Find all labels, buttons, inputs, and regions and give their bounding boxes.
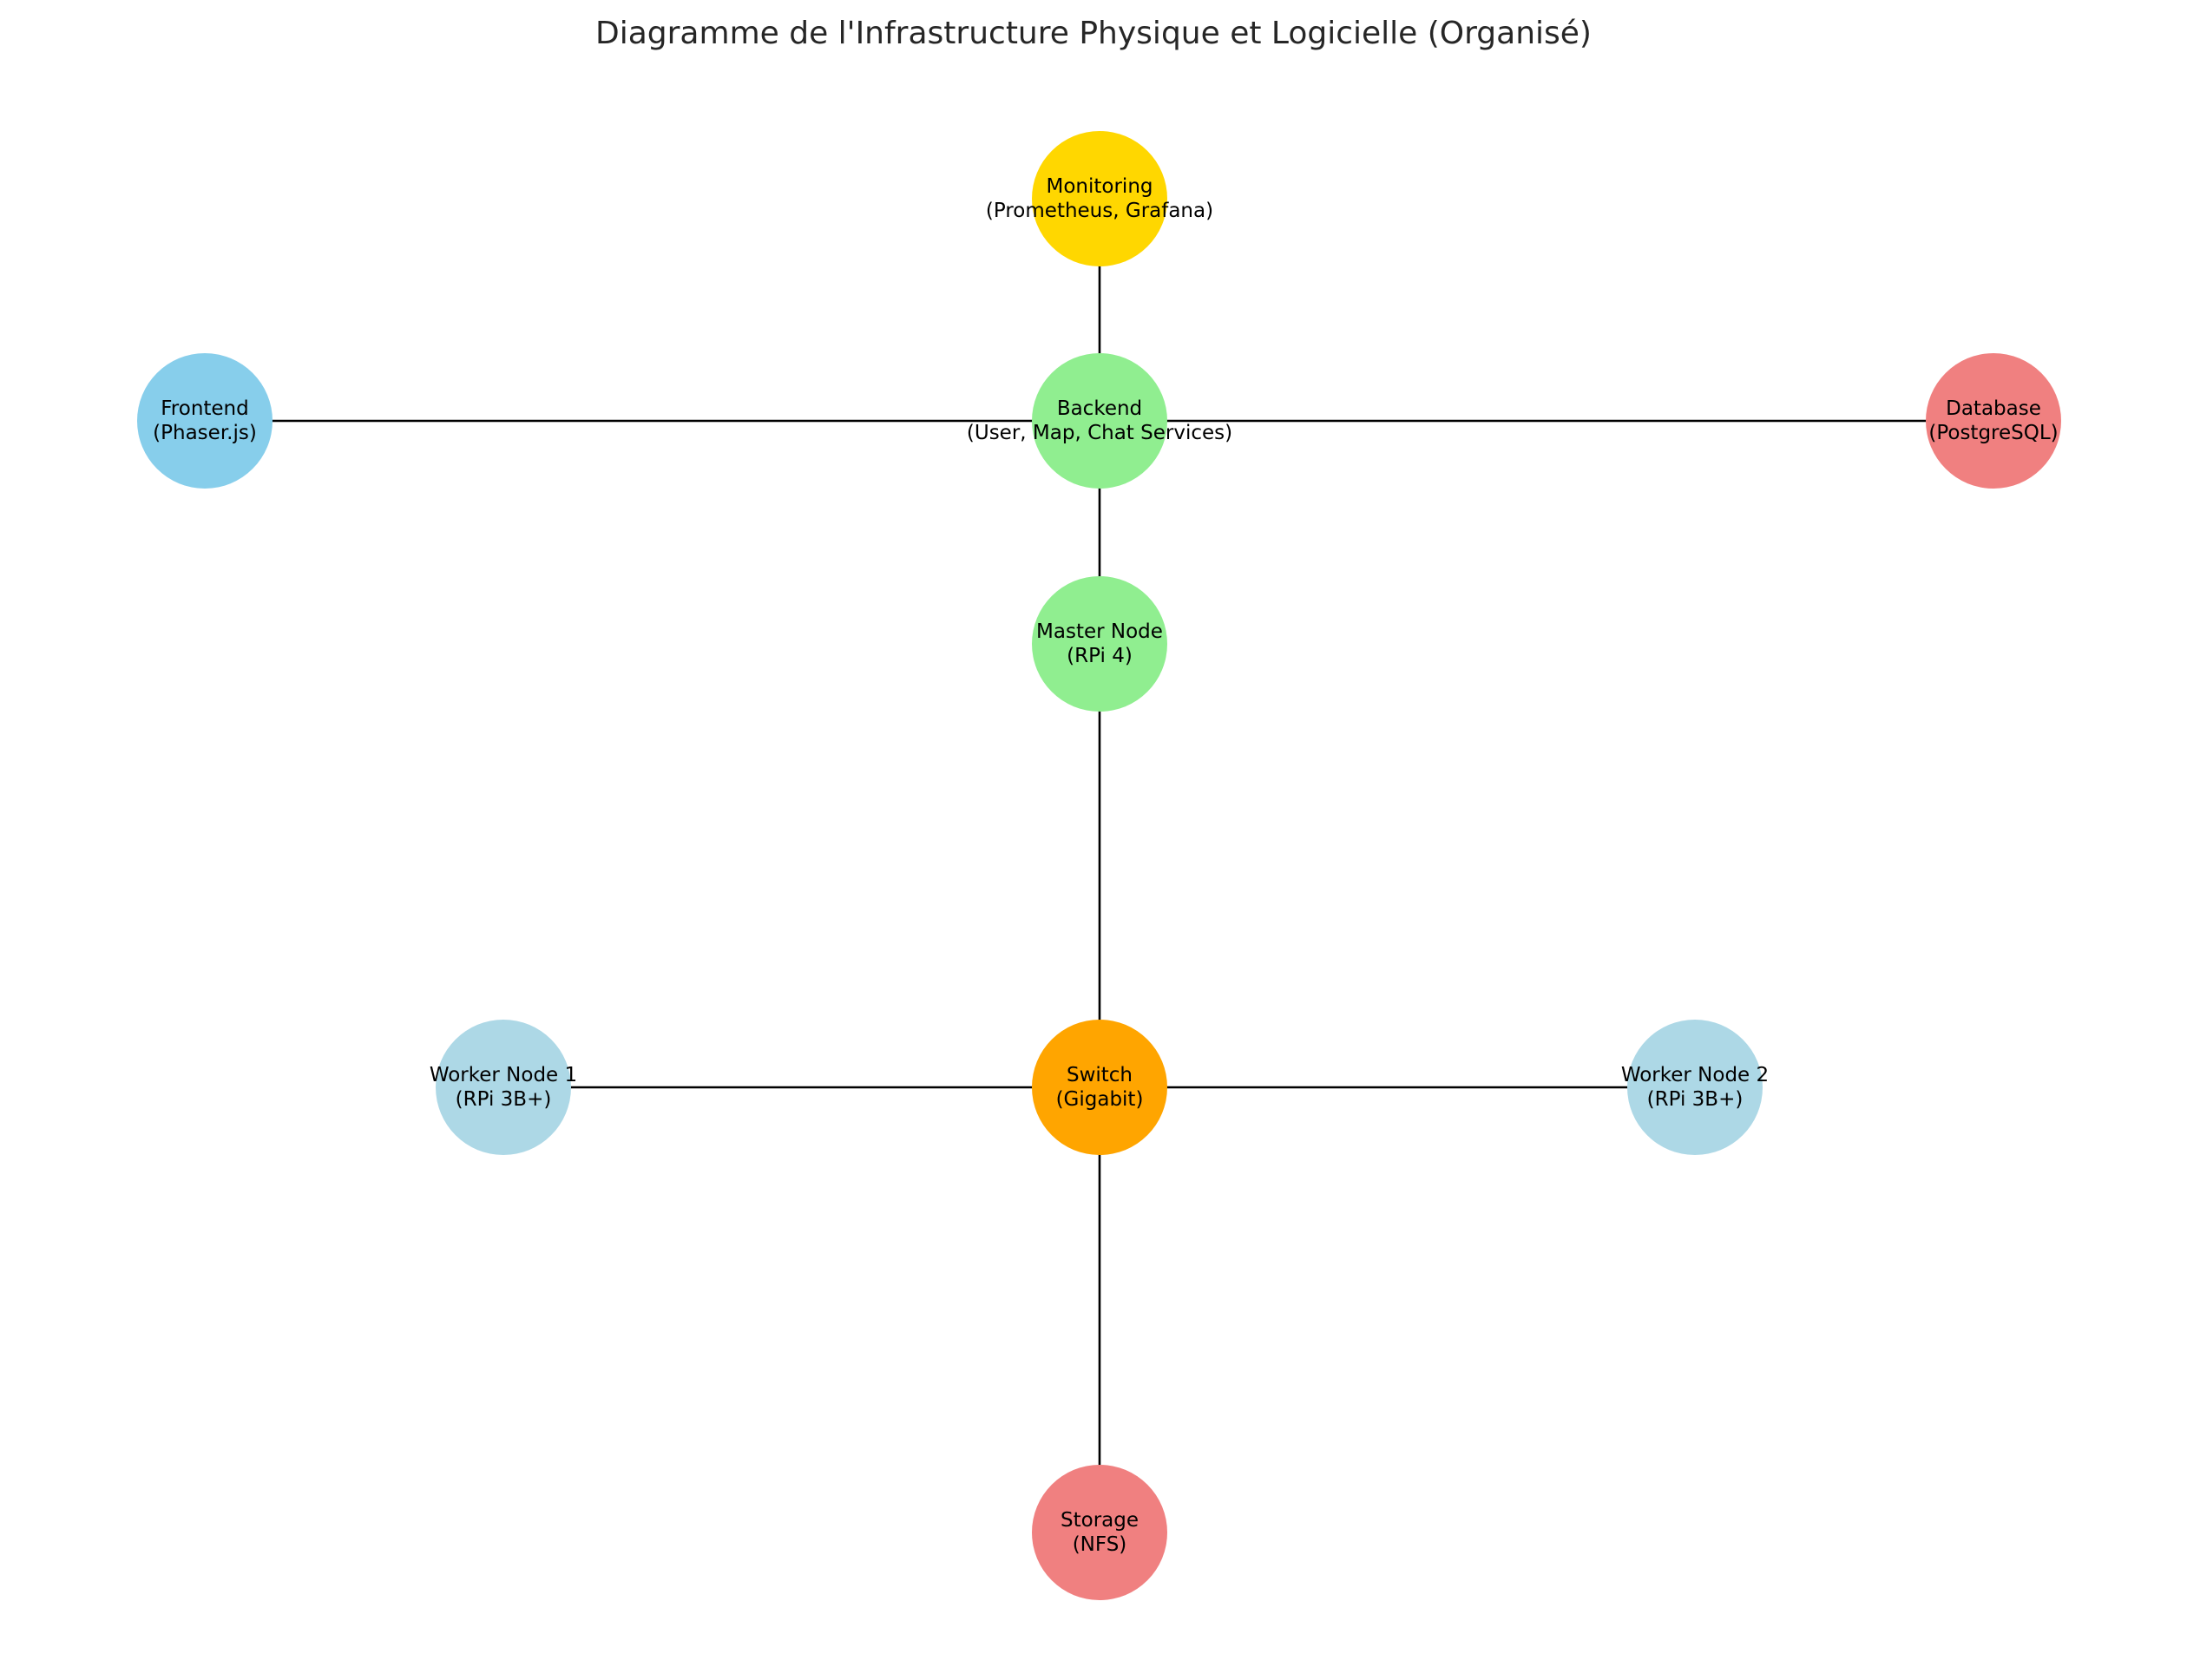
node-master-label-line2: (RPi 4) bbox=[1067, 645, 1133, 667]
node-database-label-line1: Database bbox=[1946, 397, 2041, 420]
node-worker1-label-line2: (RPi 3B+) bbox=[456, 1088, 552, 1111]
node-switch-label-line1: Switch bbox=[1067, 1064, 1133, 1086]
node-monitoring: Monitoring(Prometheus, Grafana) bbox=[986, 131, 1213, 266]
node-frontend-label-line2: (Phaser.js) bbox=[153, 422, 257, 444]
node-worker1-label-line1: Worker Node 1 bbox=[430, 1064, 577, 1086]
node-frontend: Frontend(Phaser.js) bbox=[137, 353, 273, 489]
node-backend-label-line2: (User, Map, Chat Services) bbox=[967, 422, 1232, 444]
node-storage-label-line1: Storage bbox=[1061, 1509, 1139, 1532]
node-database-circle bbox=[1926, 353, 2061, 489]
edges-layer bbox=[205, 199, 1993, 1532]
node-database: Database(PostgreSQL) bbox=[1926, 353, 2061, 489]
node-worker1: Worker Node 1(RPi 3B+) bbox=[430, 1020, 577, 1155]
node-monitoring-circle bbox=[1032, 131, 1167, 266]
node-frontend-circle bbox=[137, 353, 273, 489]
node-database-label-line2: (PostgreSQL) bbox=[1928, 422, 2058, 444]
node-master: Master Node(RPi 4) bbox=[1032, 576, 1167, 712]
nodes-layer: Monitoring(Prometheus, Grafana) Backend(U… bbox=[137, 131, 2061, 1600]
node-storage: Storage(NFS) bbox=[1032, 1465, 1167, 1600]
node-backend-label-line1: Backend bbox=[1057, 397, 1142, 420]
node-backend: Backend(User, Map, Chat Services) bbox=[967, 353, 1232, 489]
node-worker2-label-line1: Worker Node 2 bbox=[1621, 1064, 1769, 1086]
node-worker1-circle bbox=[436, 1020, 571, 1155]
node-worker2-label-line2: (RPi 3B+) bbox=[1647, 1088, 1744, 1111]
node-monitoring-label-line2: (Prometheus, Grafana) bbox=[986, 200, 1213, 222]
node-switch-circle bbox=[1032, 1020, 1167, 1155]
node-backend-circle bbox=[1032, 353, 1167, 489]
diagram-title: Diagramme de l'Infrastructure Physique e… bbox=[595, 16, 1592, 51]
node-monitoring-label-line1: Monitoring bbox=[1047, 175, 1153, 198]
node-storage-circle bbox=[1032, 1465, 1167, 1600]
node-worker2: Worker Node 2(RPi 3B+) bbox=[1621, 1020, 1769, 1155]
node-master-label-line1: Master Node bbox=[1036, 620, 1163, 643]
node-switch: Switch(Gigabit) bbox=[1032, 1020, 1167, 1155]
node-storage-label-line2: (NFS) bbox=[1073, 1533, 1127, 1556]
node-worker2-circle bbox=[1627, 1020, 1763, 1155]
node-switch-label-line2: (Gigabit) bbox=[1056, 1088, 1144, 1111]
node-frontend-label-line1: Frontend bbox=[161, 397, 249, 420]
node-master-circle bbox=[1032, 576, 1167, 712]
